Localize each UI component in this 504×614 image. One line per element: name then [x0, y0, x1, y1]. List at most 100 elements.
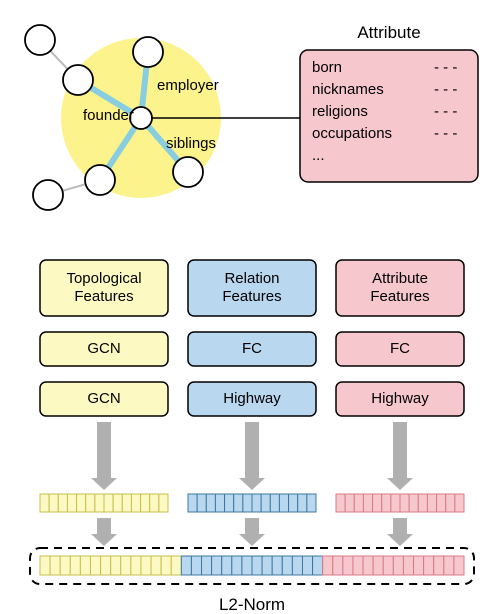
vector-cell	[40, 556, 50, 575]
vector-cell	[444, 556, 454, 575]
vector-cell	[80, 556, 90, 575]
attribute-dashes: - - -	[434, 103, 457, 120]
vector-cell	[414, 556, 424, 575]
vector-cell	[77, 494, 86, 512]
arrow-down-icon	[239, 518, 265, 546]
vector-cell	[40, 494, 49, 512]
attribute-dashes: - - -	[434, 81, 457, 98]
vector-cell	[307, 494, 316, 512]
vector-cell	[262, 556, 272, 575]
vector-cell	[225, 494, 234, 512]
vector-cell	[302, 556, 312, 575]
vector-cell	[58, 494, 67, 512]
vector-cell	[67, 494, 76, 512]
vector-cell	[446, 494, 455, 512]
vector-cell	[336, 494, 345, 512]
vector-cell	[400, 494, 409, 512]
attribute-line: ...	[312, 147, 325, 164]
vector-cell	[111, 556, 121, 575]
vector-cell	[50, 556, 60, 575]
vector-cell	[232, 556, 242, 575]
vector-cell	[141, 494, 150, 512]
graph-node	[33, 180, 63, 210]
vector-cell	[382, 494, 391, 512]
pipeline-box-label: Relation	[224, 270, 279, 287]
vector-cell	[363, 556, 373, 575]
vector-cell	[393, 556, 403, 575]
pipeline-box-label: Highway	[371, 390, 429, 407]
vector-cell	[49, 494, 58, 512]
vector-cell	[150, 494, 159, 512]
vector-cell	[131, 494, 140, 512]
vector-cell	[424, 556, 434, 575]
graph-node	[173, 157, 203, 187]
vector-cell	[206, 494, 215, 512]
vector-cell	[333, 556, 343, 575]
attribute-dashes: - - -	[434, 59, 457, 76]
vector-cell	[363, 494, 372, 512]
vector-cell	[122, 494, 131, 512]
vector-cell	[272, 556, 282, 575]
vector-cell	[243, 494, 252, 512]
vector-cell	[60, 556, 70, 575]
vector-cell	[234, 494, 243, 512]
arrow-down-icon	[91, 422, 117, 490]
attribute-line: religions	[312, 103, 368, 120]
vector-cell	[141, 556, 151, 575]
vector-cell	[279, 494, 288, 512]
edge-label: siblings	[166, 135, 216, 152]
vector-cell	[403, 556, 413, 575]
vector-cell	[252, 494, 261, 512]
attribute-line: occupations	[312, 125, 392, 142]
vector-cell	[313, 556, 323, 575]
pipeline-box-label: Highway	[223, 390, 281, 407]
vector-cell	[292, 556, 302, 575]
vector-cell	[373, 494, 382, 512]
footer-label: L2-Norm	[219, 595, 285, 614]
pipeline-box-label: Features	[74, 288, 133, 305]
arrow-down-icon	[91, 518, 117, 546]
vector-cell	[427, 494, 436, 512]
vector-cell	[202, 556, 212, 575]
vector-cell	[409, 494, 418, 512]
graph-node	[85, 165, 115, 195]
attribute-dashes: - - -	[434, 125, 457, 142]
pipeline-box-label: Features	[222, 288, 281, 305]
vector-cell	[270, 494, 279, 512]
vector-cell	[159, 494, 168, 512]
vector-cell	[171, 556, 181, 575]
pipeline-box-label: FC	[242, 340, 262, 357]
vector-cell	[222, 556, 232, 575]
arrow-down-icon	[387, 518, 413, 546]
vector-cell	[95, 494, 104, 512]
vector-cell	[282, 556, 292, 575]
attribute-line: nicknames	[312, 81, 384, 98]
vector-cell	[90, 556, 100, 575]
vector-cell	[70, 556, 80, 575]
edge-label: founder	[83, 107, 134, 124]
vector-cell	[188, 494, 197, 512]
pipeline-box-label: Features	[370, 288, 429, 305]
pipeline-box-label: GCN	[87, 390, 120, 407]
vector-cell	[323, 556, 333, 575]
attribute-line: born	[312, 59, 342, 76]
edge-label: employer	[157, 77, 219, 94]
vector-cell	[391, 494, 400, 512]
vector-cell	[131, 556, 141, 575]
vector-cell	[113, 494, 122, 512]
vector-cell	[454, 556, 464, 575]
vector-cell	[455, 494, 464, 512]
pipeline-box-label: Attribute	[372, 270, 428, 287]
attribute-header: Attribute	[357, 23, 420, 42]
vector-cell	[437, 494, 446, 512]
vector-cell	[191, 556, 201, 575]
vector-cell	[86, 494, 95, 512]
vector-cell	[104, 494, 113, 512]
vector-cell	[434, 556, 444, 575]
vector-cell	[101, 556, 111, 575]
vector-cell	[298, 494, 307, 512]
pipeline-box-label: FC	[390, 340, 410, 357]
vector-cell	[212, 556, 222, 575]
graph-node	[63, 65, 93, 95]
vector-cell	[161, 556, 171, 575]
